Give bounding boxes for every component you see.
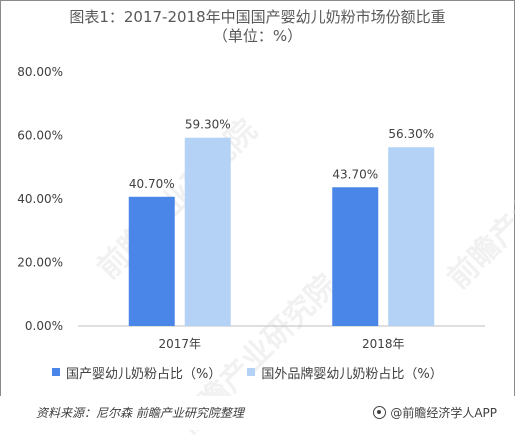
legend: 国产婴幼儿奶粉占比（%） 国外品牌婴幼儿奶粉占比（%）: [52, 362, 469, 382]
chart-subtitle: （单位：%）: [212, 27, 303, 45]
y-tick-label: 0.00%: [25, 319, 63, 333]
brand: @前瞻经济学人APP: [373, 404, 497, 421]
footer: 资料来源：尼尔森 前瞻产业研究院整理 @前瞻经济学人APP: [0, 396, 515, 430]
bar-chart: 0.00% 20.00% 40.00% 60.00% 80.00% 40.70% 59.30…: [17, 65, 485, 351]
data-label: 40.70%: [129, 177, 175, 191]
brand-logo-icon: [373, 406, 387, 419]
chart-title: 图表1：2017-2018年中国国产婴幼儿奶粉市场份额比重 （单位：%）: [0, 8, 515, 46]
bar: [184, 137, 231, 326]
y-tick-label: 60.00%: [17, 129, 63, 143]
brand-text: @前瞻经济学人APP: [390, 406, 497, 420]
source-note: 资料来源：尼尔森 前瞻产业研究院整理: [36, 406, 244, 420]
bar: [332, 187, 379, 326]
y-tick-label: 80.00%: [17, 65, 63, 79]
x-tick-label: 2018年: [362, 337, 405, 351]
y-tick-label: 40.00%: [17, 192, 63, 206]
data-label: 59.30%: [185, 118, 231, 132]
legend-item-foreign: 国外品牌婴幼儿奶粉占比（%）: [247, 363, 443, 382]
data-label: 43.70%: [332, 167, 378, 181]
legend-label-foreign: 国外品牌婴幼儿奶粉占比（%）: [261, 366, 443, 382]
x-tick-label: 2017年: [158, 337, 201, 351]
legend-item-domestic: 国产婴幼儿奶粉占比（%）: [52, 363, 221, 382]
legend-label-domestic: 国产婴幼儿奶粉占比（%）: [66, 366, 222, 382]
legend-swatch-foreign: [247, 368, 256, 376]
bar: [388, 147, 435, 326]
bar: [128, 196, 175, 326]
data-label: 56.30%: [388, 127, 434, 141]
chart-title-text: 图表1：2017-2018年中国国产婴幼儿奶粉市场份额比重: [69, 8, 446, 26]
legend-swatch-domestic: [52, 368, 60, 376]
y-tick-label: 20.00%: [17, 256, 63, 270]
